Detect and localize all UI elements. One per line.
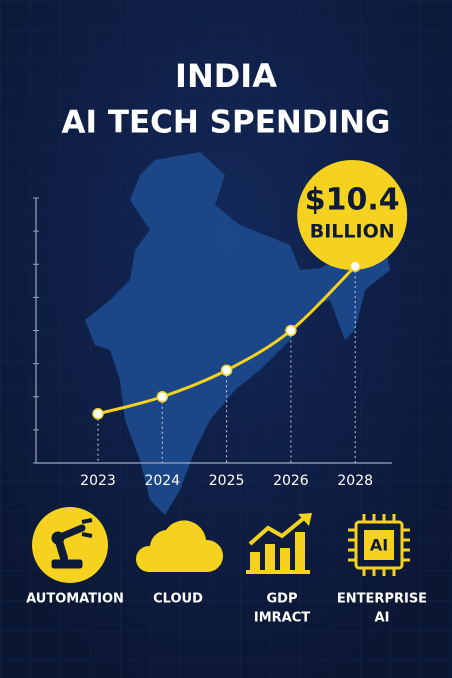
- value-unit: BILLION: [310, 221, 395, 243]
- x-tick-label: 2025: [209, 473, 245, 489]
- title: INDIA: [175, 57, 277, 95]
- cloud-icon: [135, 520, 224, 572]
- data-point: [220, 364, 233, 376]
- x-tick-label: 2026: [273, 473, 309, 489]
- callout-bubble: [297, 160, 408, 270]
- chip-icon: [348, 514, 410, 576]
- data-point: [349, 260, 361, 272]
- x-tick-label: 2028: [337, 473, 373, 489]
- feature-label: AUTOMATION: [26, 592, 124, 607]
- subtitle: AI TECH SPENDING: [62, 105, 391, 141]
- data-point: [92, 408, 104, 420]
- value-label: $10.4: [305, 183, 400, 218]
- feature-icons: AI: [32, 507, 410, 583]
- chip-text: AI: [370, 536, 388, 555]
- feature-label: CLOUD: [153, 592, 203, 607]
- data-point: [156, 391, 169, 403]
- feature-label: GDP: [267, 592, 298, 607]
- x-tick-label: 2023: [80, 473, 116, 489]
- feature-label: AI: [375, 611, 390, 626]
- feature-label: IMRACT: [254, 611, 310, 626]
- robot-arm: [51, 518, 93, 569]
- data-point: [285, 324, 297, 337]
- x-tick-label: 2024: [144, 473, 180, 489]
- automation-icon: [32, 507, 108, 583]
- india-map: [85, 152, 390, 515]
- gdp-icon: [246, 513, 312, 574]
- feature-label: ENTERPRISE: [337, 592, 427, 607]
